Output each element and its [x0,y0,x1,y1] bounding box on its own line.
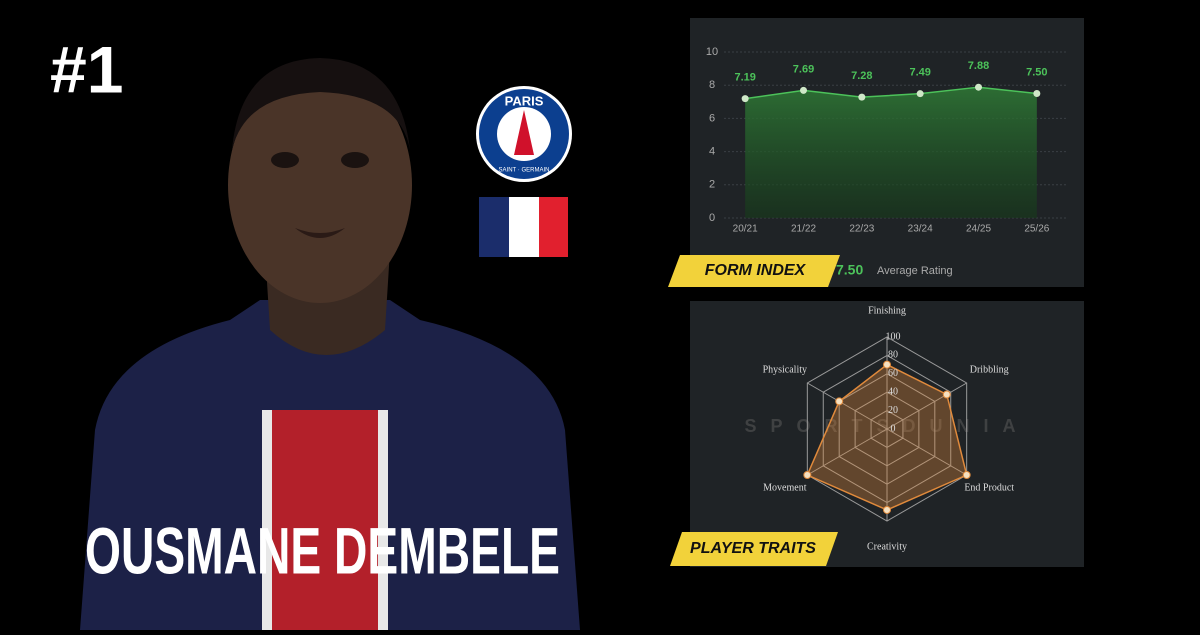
player-name: OUSMANE DEMBELE [85,513,560,587]
form-title: FORM INDEX [705,262,807,279]
x-tick-label: 24/25 [966,224,991,235]
r-tick-label: 80 [888,350,898,361]
r-tick-label: 0 [891,423,896,434]
axis-label: Dribbling [970,364,1009,375]
club-badge [476,86,572,182]
y-tick-label: 10 [706,46,718,58]
trait-point [835,397,844,406]
player-photo [80,58,580,630]
value-label: 7.19 [734,72,755,84]
y-tick-label: 8 [709,79,715,91]
axis-label: Physicality [763,364,807,375]
spoke [886,382,967,430]
value-label: 7.49 [909,67,930,79]
axis-label: End Product [964,482,1014,493]
r-tick-label: 40 [888,386,898,397]
traits-ribbon [670,532,838,566]
area [745,87,1037,218]
trait-point [883,360,891,369]
spoke [807,428,888,476]
trait-point [883,505,891,514]
spoke [886,428,967,476]
rank: #1 [50,32,123,106]
line [745,86,1037,100]
axis-label: Movement [763,482,807,493]
flag [479,197,568,257]
x-tick-label: 22/23 [849,224,874,235]
x-tick-label: 25/26 [1024,224,1049,235]
traits-title: PLAYER TRAITS [690,540,816,557]
y-tick-label: 4 [709,146,715,158]
y-tick-label: 6 [709,112,715,124]
x-tick-label: 20/21 [733,224,758,235]
average-value: 7.50 [836,262,863,278]
r-tick-label: 20 [888,405,898,416]
trait-point [962,471,971,479]
r-tick-label: 60 [888,368,898,379]
value-label: 7.88 [968,60,989,72]
form-ribbon [668,255,840,287]
point [916,90,924,98]
point [975,83,982,91]
average-label: Average Rating [877,265,953,277]
r-tick-label: 100 [886,331,901,342]
point [858,93,866,101]
point [800,86,807,94]
spoke [807,382,888,430]
value-label: 7.28 [851,70,872,82]
badge-bottom: SAINT · GERMAIN [499,168,550,174]
trait-point [803,471,812,479]
badge-top: PARIS [505,93,544,108]
y-tick-label: 2 [709,179,715,191]
value-label: 7.69 [793,63,814,75]
point [1033,90,1041,97]
x-tick-label: 23/24 [908,224,933,235]
trait-point [942,390,951,399]
value-label: 7.50 [1026,66,1047,78]
y-tick-label: 0 [709,212,715,224]
x-tick-label: 21/22 [791,224,816,235]
axis-label: Finishing [868,305,906,316]
point [741,95,749,103]
axis-label: Creativity [867,541,907,552]
watermark: SPORTSDUNIA [744,416,1029,436]
